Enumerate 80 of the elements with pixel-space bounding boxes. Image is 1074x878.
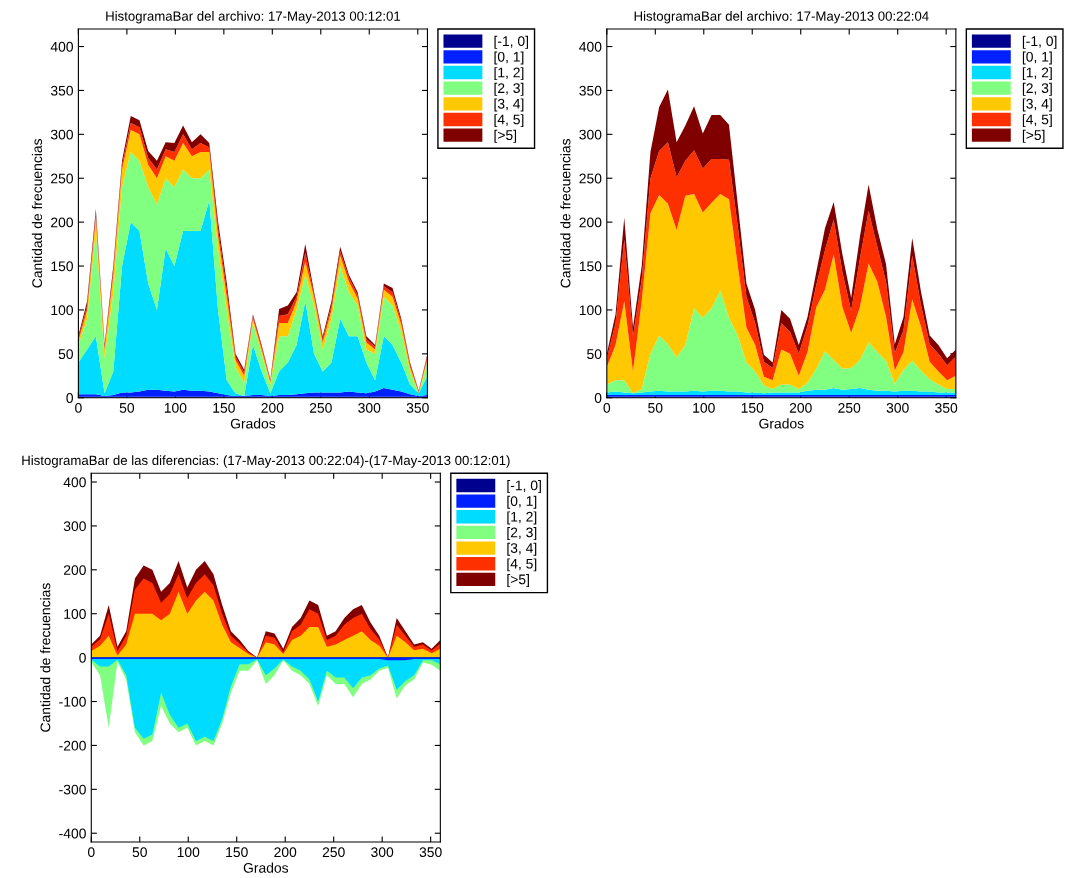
y-tick-label: 0 [66, 393, 73, 403]
y-tick-label: 350 [579, 85, 602, 96]
x-tick-label: 50 [119, 402, 135, 413]
x-tick-label: 250 [322, 847, 345, 858]
legend-label: [-1, 0] [1022, 35, 1057, 49]
legend-label: [>5] [494, 129, 517, 143]
y-tick-label: -300 [59, 784, 86, 795]
x-tick-label: 350 [419, 847, 442, 858]
y-tick-label: 50 [587, 349, 602, 359]
y-tick-label: 350 [50, 85, 73, 96]
x-tick-label: 0 [87, 847, 95, 858]
x-tick-label: 100 [164, 402, 187, 413]
chart-title: HistogramaBar del archivo: 17-May-2013 00:22:04 [634, 11, 929, 24]
x-tick-label: 50 [132, 847, 147, 858]
chart-title: HistogramaBar de las diferencias: (17-May-2013 00:22:04)-(17-May-2013 00:12:01) [22, 455, 510, 468]
x-tick-label: 200 [274, 847, 297, 858]
legend-label: [3, 4] [507, 542, 537, 556]
x-tick-label: 350 [935, 402, 958, 413]
x-tick-label: 150 [741, 402, 764, 413]
y-tick-label: 0 [594, 393, 602, 403]
legend-label: [>5] [1022, 129, 1045, 143]
y-tick-label: 250 [579, 173, 602, 184]
y-axis-title: Cantidad de frecuencias [560, 138, 571, 288]
y-tick-label: 100 [579, 305, 602, 316]
x-tick-label: 200 [789, 402, 812, 413]
x-tick-label: 50 [648, 402, 663, 413]
x-axis-title: Grados [759, 418, 804, 429]
y-tick-label: 100 [51, 305, 73, 316]
x-tick-label: 300 [358, 402, 381, 413]
x-tick-label: 100 [177, 847, 200, 858]
legend-label: [4, 5] [507, 558, 537, 572]
x-tick-label: 0 [603, 402, 611, 413]
x-axis-title: Grados [230, 418, 276, 429]
x-tick-label: 300 [886, 402, 909, 413]
y-tick-label: 300 [63, 521, 86, 532]
y-tick-label: 250 [51, 173, 73, 184]
y-axis-title: Cantidad de frecuencias [40, 583, 51, 732]
y-tick-label: 200 [51, 217, 73, 228]
legend-label: [>5] [507, 574, 529, 588]
y-tick-label: 400 [579, 41, 602, 52]
chart-title: HistogramaBar del archivo: 17-May-2013 00:12:01 [106, 11, 401, 24]
y-tick-label: 150 [579, 261, 602, 272]
legend-label: [1, 2] [494, 67, 524, 81]
legend-label: [4, 5] [1022, 114, 1052, 128]
legend-label: [3, 4] [494, 98, 524, 112]
y-tick-label: -200 [59, 740, 86, 751]
x-tick-label: 150 [226, 847, 248, 858]
x-tick-label: 100 [693, 402, 715, 413]
legend-label: [4, 5] [494, 114, 524, 128]
x-tick-label: 250 [309, 402, 332, 413]
y-tick-label: 200 [63, 565, 86, 575]
legend-label: [3, 4] [1022, 98, 1052, 112]
x-tick-label: 350 [406, 402, 429, 413]
legend-label: [2, 3] [507, 527, 537, 541]
legend-label: [2, 3] [1022, 82, 1052, 96]
x-axis-title: Grados [243, 862, 289, 873]
y-tick-label: 0 [79, 652, 86, 663]
y-tick-label: 100 [64, 609, 86, 619]
y-tick-label: -100 [59, 696, 86, 707]
x-tick-label: 150 [213, 402, 235, 413]
legend-label: [-1, 0] [494, 35, 528, 49]
y-tick-label: 300 [50, 129, 73, 140]
y-tick-label: 300 [579, 129, 602, 140]
legend-label: [0, 1] [1022, 51, 1052, 65]
y-tick-label: -400 [59, 828, 86, 839]
legend-label: [1, 2] [1022, 67, 1052, 81]
legend-label: [0, 1] [494, 51, 524, 65]
legend-label: [0, 1] [507, 495, 537, 509]
legend-label: [-1, 0] [507, 480, 541, 494]
y-tick-label: 200 [579, 217, 602, 228]
y-axis-title: Cantidad de frecuencias [31, 138, 43, 288]
y-tick-label: 50 [58, 349, 73, 359]
x-tick-label: 250 [838, 402, 861, 413]
y-tick-label: 150 [51, 261, 73, 272]
legend-label: [1, 2] [507, 511, 537, 525]
x-tick-label: 300 [371, 847, 394, 858]
x-tick-label: 200 [261, 402, 284, 413]
legend-label: [2, 3] [494, 82, 524, 96]
y-tick-label: 400 [50, 41, 73, 52]
y-tick-label: 400 [63, 477, 86, 488]
